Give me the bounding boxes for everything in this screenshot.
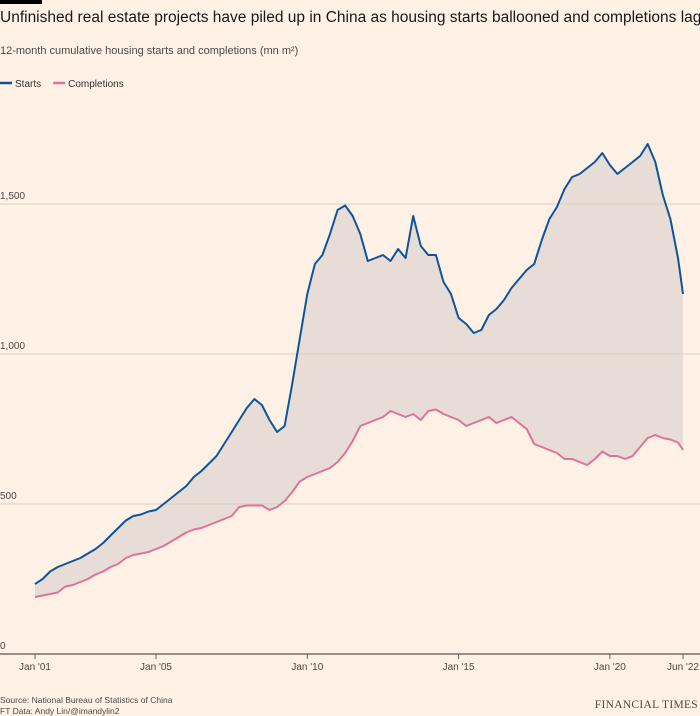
y-tick-label: 1,000 xyxy=(0,341,25,352)
y-tick-label: 1,500 xyxy=(0,191,25,202)
gap-area xyxy=(35,144,683,597)
chart-title: Unfinished real estate projects have pil… xyxy=(0,9,700,26)
x-tick-label: Jun '22 xyxy=(667,662,699,673)
x-tick-label: Jan '05 xyxy=(140,662,172,673)
brand-bar xyxy=(0,0,42,4)
legend-label: Completions xyxy=(68,79,124,90)
series-line xyxy=(34,408,684,598)
x-tick-label: Jan '10 xyxy=(291,662,323,673)
brand: FINANCIAL TIMES xyxy=(595,699,698,711)
legend-label: Starts xyxy=(15,79,41,90)
chart-subtitle: 12-month cumulative housing starts and c… xyxy=(0,45,298,57)
series-line xyxy=(34,143,684,585)
x-tick-label: Jan '15 xyxy=(443,662,475,673)
x-tick-label: Jan '01 xyxy=(19,662,51,673)
plot: 0 500 1,000 1,500 Jan '01 Jan '05 Jan '10 Jan '… xyxy=(0,143,700,673)
y-tick-label: 0 xyxy=(0,641,6,652)
source: Source: National Bureau of Statistics of… xyxy=(0,695,173,705)
x-tick-label: Jan '20 xyxy=(594,662,626,673)
credit: FT Data: Andy Lin/@imandylin2 xyxy=(0,706,120,716)
y-tick-label: 500 xyxy=(0,491,17,502)
